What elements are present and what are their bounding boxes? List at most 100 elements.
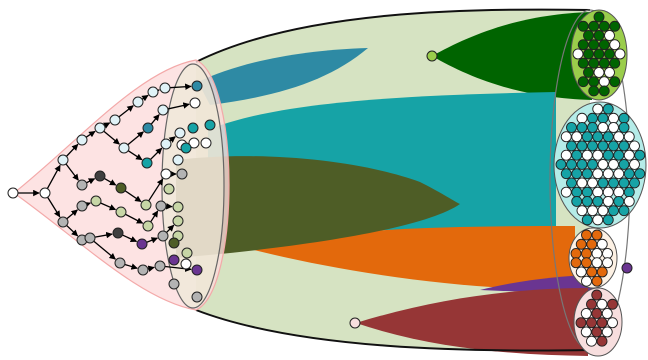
green-cluster-node [604,30,615,41]
teal-cluster-node [623,168,635,180]
teal-cluster-node [592,214,604,226]
tree-node [76,134,88,146]
tree-nodes [7,80,216,303]
tree-edge [166,224,175,233]
orange-cluster-node [581,229,592,241]
green-cluster-node [588,20,600,32]
teal-cluster-node [634,168,646,180]
teal-cluster-node [592,168,604,180]
maroon-cluster-node [596,298,608,310]
maroon-cluster-node [591,326,603,338]
tree-edge [150,147,163,160]
teal-cluster-node [566,158,577,170]
lineage-lobe-orange [246,226,575,290]
tree-node [172,201,184,213]
teal-cluster-node [587,158,598,170]
lineage-lobe-blue [198,48,368,105]
green-lineage-tip-node [426,50,438,62]
tree-node [174,127,186,139]
tree-node [160,168,172,180]
teal-cluster-node [608,158,619,170]
teal-cluster-node [555,158,567,170]
tree-node [114,257,126,269]
teal-cluster-node [581,149,593,161]
maroon-cluster-node [596,317,608,329]
teal-cluster-node [592,149,604,161]
green-cluster-node [604,66,615,78]
tree-node [115,206,127,218]
tree-edges [18,83,192,272]
maroon-cluster-node [607,317,618,329]
teal-cluster-node [581,186,593,198]
maroon-cluster-node [596,335,608,347]
tree-node [191,80,203,92]
green-cluster-node [598,39,610,51]
tree-edge [150,210,159,223]
teal-cluster-node [618,112,630,124]
teal-cluster-node [608,205,619,217]
teal-cluster-node [613,149,625,161]
tree-edge [104,177,117,186]
teal-cluster-node [602,149,614,161]
tree-node [142,220,154,232]
teal-cluster-node [602,103,614,115]
tree-node [136,238,148,250]
tree-node [147,86,159,98]
tree-node [57,154,69,166]
teal-cluster-node [634,149,646,161]
teal-cluster-node [576,122,588,133]
purple-lineage-tip-node [621,262,633,274]
green-cluster-node [598,76,610,88]
green-cluster-node [609,76,621,88]
tree-edge [127,150,143,161]
orange-cluster-node [591,275,603,287]
teal-cluster-node [571,168,583,180]
tree-node [168,278,180,290]
maroon-cluster-node [591,308,603,319]
lineage-lobe-olive [176,156,460,258]
tree-node [154,260,166,272]
teal-cluster-node [587,177,598,189]
tree-node [157,104,169,116]
teal-cluster-node [613,168,625,180]
tree-node [141,157,153,169]
tree-edge [94,231,113,239]
teal-cluster-node [623,195,635,207]
maroon-cluster-node [586,298,597,310]
green-cluster-node [577,39,589,51]
lineage-lobes [176,12,592,356]
teal-cluster-node [597,122,609,133]
tree-edge [103,122,111,129]
teal-cluster-node [571,195,583,207]
orange-cluster-node [581,257,592,269]
tree-node [112,227,124,239]
tree-edge [124,263,138,270]
tree-edge [93,240,116,260]
tree-node [168,237,180,249]
maroon-cluster-node [586,335,597,347]
tree-node [176,168,188,180]
green-cluster-node [588,57,600,69]
tree-node [180,142,192,154]
teal-cluster-node [602,195,614,207]
teal-cluster-node [587,205,598,217]
teal-cluster-node [597,140,609,152]
tree-node [155,200,167,212]
maroon-cluster-node [591,289,603,301]
outer-body-outline [195,8,591,352]
teal-cluster-node [623,131,635,143]
tree-node [140,199,152,211]
teal-cluster-node [581,168,593,180]
teal-cluster-node [560,131,572,143]
green-cluster-node [577,57,589,69]
tree-edge [124,190,142,203]
green-cluster-node [593,66,605,78]
orange-cluster-node [602,248,613,259]
teal-cluster-node [629,158,640,170]
teal-cluster-node [560,186,572,198]
green-cluster-node [572,48,584,60]
maroon-cluster-node [601,326,613,338]
teal-cluster-node [566,140,577,152]
teal-cluster-node [597,158,609,170]
